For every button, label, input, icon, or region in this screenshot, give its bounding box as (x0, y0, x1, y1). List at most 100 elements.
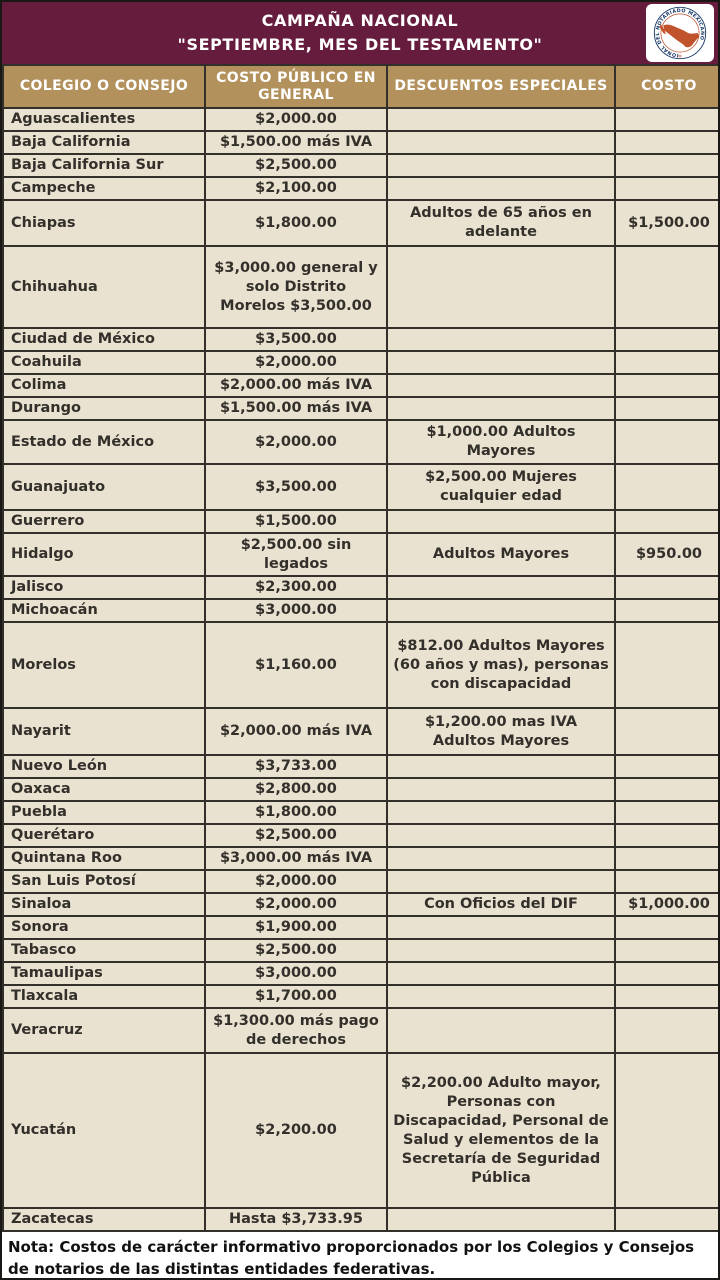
cell-cost (614, 176, 718, 201)
cell-public-cost: $3,000.00 (204, 598, 388, 623)
cell-discount (386, 176, 616, 201)
table-row: Durango $1,500.00 más IVA (2, 396, 718, 421)
cell-discount: $1,200.00 mas IVA Adultos Mayores (386, 707, 616, 756)
cell-state: Chihuahua (2, 245, 206, 329)
table-row: Colima $2,000.00 más IVA (2, 373, 718, 398)
cell-state: Durango (2, 396, 206, 421)
cell-discount (386, 107, 616, 132)
cell-cost (614, 350, 718, 375)
cell-state: Guanajuato (2, 463, 206, 511)
cell-public-cost: Hasta $3,733.95 (204, 1207, 388, 1232)
cell-cost (614, 396, 718, 421)
cell-discount (386, 327, 616, 352)
table-row: Estado de México $2,000.00 $1,000.00 Adult… (2, 419, 718, 465)
cell-cost (614, 777, 718, 802)
cell-public-cost: $1,500.00 (204, 509, 388, 534)
cell-cost (614, 245, 718, 329)
cell-discount: $812.00 Adultos Mayores (60 años y mas),… (386, 621, 616, 709)
cell-public-cost: $2,500.00 (204, 823, 388, 848)
table-row: Nayarit $2,000.00 más IVA $1,200.00 mas IV… (2, 707, 718, 756)
table-row: Puebla $1,800.00 (2, 800, 718, 825)
cell-cost (614, 846, 718, 871)
table-row: San Luis Potosí $2,000.00 (2, 869, 718, 894)
cell-cost (614, 327, 718, 352)
table-row: Morelos $1,160.00 $812.00 Adultos Mayores … (2, 621, 718, 709)
column-header-descuentos: DESCUENTOS ESPECIALES (386, 64, 616, 109)
cell-state: Oaxaca (2, 777, 206, 802)
cell-state: Baja California Sur (2, 153, 206, 178)
table-row: Aguascalientes $2,000.00 (2, 107, 718, 132)
cell-state: Michoacán (2, 598, 206, 623)
cell-state: Jalisco (2, 575, 206, 600)
cell-discount (386, 777, 616, 802)
cell-discount (386, 961, 616, 986)
cell-discount: Con Oficios del DIF (386, 892, 616, 917)
cell-discount (386, 350, 616, 375)
cell-discount (386, 869, 616, 894)
cell-state: Quintana Roo (2, 846, 206, 871)
cell-cost (614, 598, 718, 623)
table-row: Guerrero $1,500.00 (2, 509, 718, 534)
table-row: Jalisco $2,300.00 (2, 575, 718, 600)
cell-discount (386, 396, 616, 421)
cell-public-cost: $1,500.00 más IVA (204, 130, 388, 155)
campaign-subtitle: "SEPTIEMBRE, MES DEL TESTAMENTO" (177, 35, 543, 54)
cell-discount (386, 1007, 616, 1054)
cell-public-cost: $2,000.00 más IVA (204, 373, 388, 398)
cell-cost (614, 130, 718, 155)
cell-state: Hidalgo (2, 532, 206, 577)
banner-titles: CAMPAÑA NACIONAL "SEPTIEMBRE, MES DEL TE… (178, 9, 543, 57)
table-row: Nuevo León $3,733.00 (2, 754, 718, 779)
cell-public-cost: $2,000.00 (204, 350, 388, 375)
cell-state: Sonora (2, 915, 206, 940)
cell-state: San Luis Potosí (2, 869, 206, 894)
cell-discount (386, 509, 616, 534)
cell-cost (614, 1007, 718, 1054)
cell-discount (386, 598, 616, 623)
cell-public-cost: $2,000.00 más IVA (204, 707, 388, 756)
cell-discount: $1,000.00 Adultos Mayores (386, 419, 616, 465)
cell-public-cost: $3,000.00 (204, 961, 388, 986)
cell-cost (614, 373, 718, 398)
cell-discount: Adultos de 65 años en adelante (386, 199, 616, 247)
cell-state: Querétaro (2, 823, 206, 848)
seal-ornament: ✻ (678, 53, 682, 58)
cell-state: Yucatán (2, 1052, 206, 1209)
table-row: Ciudad de México $3,500.00 (2, 327, 718, 352)
cell-state: Tlaxcala (2, 984, 206, 1009)
cell-discount (386, 823, 616, 848)
cell-public-cost: $2,800.00 (204, 777, 388, 802)
cell-cost (614, 754, 718, 779)
cell-public-cost: $3,733.00 (204, 754, 388, 779)
cell-state: Baja California (2, 130, 206, 155)
cell-cost (614, 419, 718, 465)
cell-public-cost: $2,300.00 (204, 575, 388, 600)
cell-public-cost: $1,800.00 (204, 800, 388, 825)
cell-state: Nayarit (2, 707, 206, 756)
cell-cost (614, 153, 718, 178)
cell-public-cost: $1,700.00 (204, 984, 388, 1009)
cell-state: Zacatecas (2, 1207, 206, 1232)
cell-state: Morelos (2, 621, 206, 709)
cell-cost (614, 575, 718, 600)
table-row: Zacatecas Hasta $3,733.95 (2, 1207, 718, 1232)
cell-discount (386, 984, 616, 1009)
campaign-banner: CAMPAÑA NACIONAL "SEPTIEMBRE, MES DEL TE… (2, 2, 718, 64)
table-row: Baja California Sur $2,500.00 (2, 153, 718, 178)
cell-public-cost: $1,300.00 más pago de derechos (204, 1007, 388, 1054)
column-header-costo-publico: COSTO PÚBLICO EN GENERAL (204, 64, 388, 109)
cell-discount: $2,500.00 Mujeres cualquier edad (386, 463, 616, 511)
costs-table: COLEGIO O CONSEJO COSTO PÚBLICO EN GENER… (2, 64, 718, 1232)
table-row: Campeche $2,100.00 (2, 176, 718, 201)
table-row: Chiapas $1,800.00 Adultos de 65 años en ad… (2, 199, 718, 247)
cell-public-cost: $2,100.00 (204, 176, 388, 201)
cell-discount: $2,200.00 Adulto mayor, Personas con Dis… (386, 1052, 616, 1209)
cell-public-cost: $2,000.00 (204, 419, 388, 465)
cell-state: Aguascalientes (2, 107, 206, 132)
table-row: Chihuahua $3,000.00 general y solo Distri… (2, 245, 718, 329)
cell-discount (386, 754, 616, 779)
notariado-logo: COLEGIO NACIONAL DEL NOTARIADO MEXICANO … (646, 4, 714, 62)
cell-cost (614, 823, 718, 848)
cell-state: Colima (2, 373, 206, 398)
cell-discount (386, 846, 616, 871)
